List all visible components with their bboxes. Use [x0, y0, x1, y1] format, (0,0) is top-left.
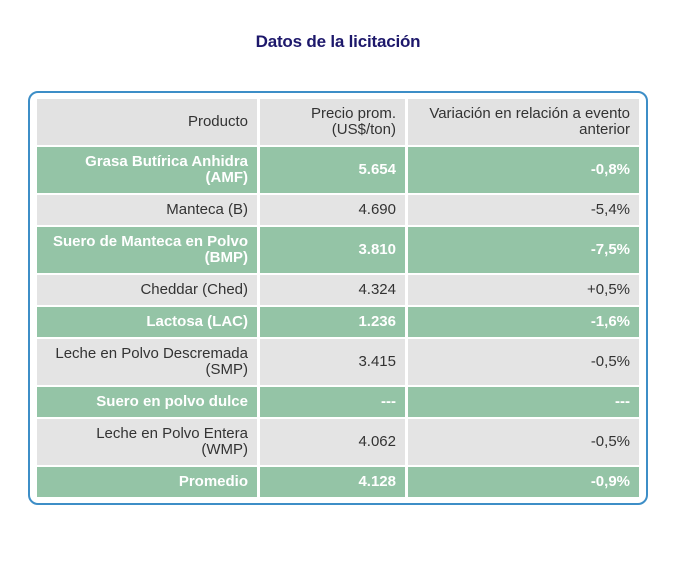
- price-cell: 1.236: [260, 307, 405, 337]
- price-cell: ---: [260, 387, 405, 417]
- table-row: Suero en polvo dulce --- ---: [37, 387, 639, 417]
- table-row: Grasa Butírica Anhidra (AMF) 5.654 -0,8%: [37, 147, 639, 193]
- variation-cell: -0,5%: [408, 419, 639, 465]
- variation-cell: -0,5%: [408, 339, 639, 385]
- data-table: Producto Precio prom. (US$/ton) Variació…: [34, 97, 642, 499]
- price-cell: 4.062: [260, 419, 405, 465]
- header-row: Producto Precio prom. (US$/ton) Variació…: [37, 99, 639, 145]
- table-row: Leche en Polvo Descremada (SMP) 3.415 -0…: [37, 339, 639, 385]
- table-row: Manteca (B) 4.690 -5,4%: [37, 195, 639, 225]
- price-cell: 4.128: [260, 467, 405, 497]
- table-row: Suero de Manteca en Polvo (BMP) 3.810 -7…: [37, 227, 639, 273]
- product-cell: Grasa Butírica Anhidra (AMF): [37, 147, 257, 193]
- col-header-variacion: Variación en relación a evento anterior: [408, 99, 639, 145]
- product-cell: Promedio: [37, 467, 257, 497]
- table-panel: Producto Precio prom. (US$/ton) Variació…: [28, 91, 648, 505]
- price-cell: 5.654: [260, 147, 405, 193]
- table-row: Promedio 4.128 -0,9%: [37, 467, 639, 497]
- product-cell: Cheddar (Ched): [37, 275, 257, 305]
- variation-cell: -7,5%: [408, 227, 639, 273]
- variation-cell: +0,5%: [408, 275, 639, 305]
- price-cell: 4.690: [260, 195, 405, 225]
- table-row: Leche en Polvo Entera (WMP) 4.062 -0,5%: [37, 419, 639, 465]
- col-header-producto: Producto: [37, 99, 257, 145]
- product-cell: Leche en Polvo Descremada (SMP): [37, 339, 257, 385]
- table-row: Cheddar (Ched) 4.324 +0,5%: [37, 275, 639, 305]
- product-cell: Lactosa (LAC): [37, 307, 257, 337]
- variation-cell: -5,4%: [408, 195, 639, 225]
- product-cell: Suero en polvo dulce: [37, 387, 257, 417]
- price-cell: 3.810: [260, 227, 405, 273]
- col-header-precio: Precio prom. (US$/ton): [260, 99, 405, 145]
- page-title: Datos de la licitación: [255, 32, 421, 51]
- variation-cell: -1,6%: [408, 307, 639, 337]
- variation-cell: -0,9%: [408, 467, 639, 497]
- table-row: Lactosa (LAC) 1.236 -1,6%: [37, 307, 639, 337]
- price-cell: 4.324: [260, 275, 405, 305]
- product-cell: Manteca (B): [37, 195, 257, 225]
- product-cell: Suero de Manteca en Polvo (BMP): [37, 227, 257, 273]
- price-cell: 3.415: [260, 339, 405, 385]
- variation-cell: ---: [408, 387, 639, 417]
- variation-cell: -0,8%: [408, 147, 639, 193]
- product-cell: Leche en Polvo Entera (WMP): [37, 419, 257, 465]
